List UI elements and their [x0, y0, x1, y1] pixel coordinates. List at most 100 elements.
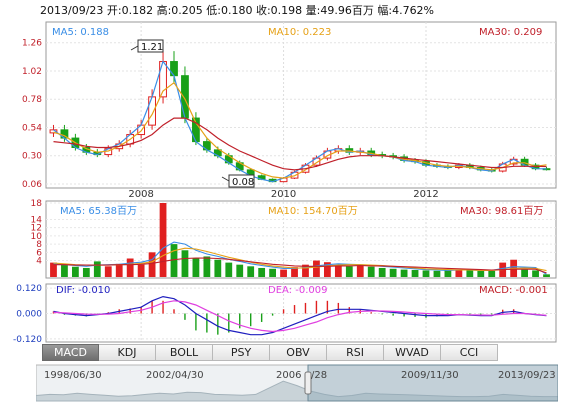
- volume-bar: [247, 266, 255, 277]
- navigator-overview-area: [36, 380, 558, 402]
- volume-y-tick: 6: [36, 248, 42, 258]
- year-tick: 2012: [413, 189, 438, 200]
- volume-y-tick: 8: [36, 240, 42, 250]
- volume-bar: [334, 265, 342, 277]
- macd-dea-line: [53, 300, 547, 333]
- volume-bar: [82, 267, 90, 277]
- volume-bar: [444, 270, 452, 277]
- tab-kdj[interactable]: KDJ: [99, 344, 156, 361]
- volume-bar: [302, 264, 309, 277]
- price-panel: [45, 21, 557, 189]
- volume-ma10-line: [53, 247, 547, 272]
- volume-bar: [137, 264, 145, 277]
- price-y-tick: 0.30: [22, 152, 42, 162]
- tab-wvad[interactable]: WVAD: [384, 344, 441, 361]
- year-tick: 2010: [271, 189, 296, 200]
- tab-cci[interactable]: CCI: [441, 344, 498, 361]
- volume-bar: [170, 244, 178, 277]
- macd-dif-label: DIF: -0.010: [56, 285, 110, 296]
- nav-date-5: 2009/11/30: [401, 370, 459, 381]
- low-callout-text: 0.08: [232, 177, 254, 188]
- macd-y-tick: 0.120: [16, 284, 42, 294]
- volume-bar: [236, 264, 244, 277]
- macd-value-label: MACD: -0.001: [479, 285, 548, 296]
- volume-bar: [126, 258, 134, 277]
- volume-bar: [433, 270, 441, 277]
- price-ma5-label: MA5: 0.188: [52, 27, 109, 38]
- navigator-left-handle[interactable]: [304, 371, 312, 395]
- volume-ma30-label: MA30: 98.61百万: [460, 205, 543, 217]
- volume-ma5-label: MA5: 65.38百万: [60, 205, 137, 217]
- tab-macd[interactable]: MACD: [42, 344, 99, 361]
- navigator-selection[interactable]: [307, 364, 558, 402]
- nav-date-6: 2013/09/23: [498, 370, 556, 381]
- volume-bar: [71, 266, 79, 277]
- volume-bar: [389, 268, 397, 277]
- candle: [181, 75, 189, 119]
- volume-bar: [378, 267, 386, 277]
- volume-bar: [280, 269, 287, 277]
- volume-bar: [488, 270, 496, 277]
- volume-bar: [203, 256, 211, 277]
- price-y-tick: 1.26: [22, 39, 42, 49]
- low-callout: 0.08: [221, 174, 255, 188]
- macd-y-tick: -0.120: [13, 335, 42, 343]
- volume-bar: [313, 260, 320, 277]
- stock-chart[interactable]: 1.26 1.02 0.78 0.54 0.30 0.06 2008 2010 2012 18 14…: [0, 0, 564, 343]
- quote-summary: 2013/09/23 开:0.182 高:0.205 低:0.180 收:0.1…: [0, 0, 564, 22]
- volume-bar: [115, 263, 123, 277]
- volume-bar: [400, 269, 408, 277]
- volume-bar: [214, 259, 222, 277]
- volume-bar: [225, 262, 233, 277]
- price-y-tick: 0.54: [22, 123, 42, 133]
- volume-ma10-label: MA10: 154.70百万: [268, 205, 358, 217]
- volume-bar: [159, 203, 167, 277]
- volume-bar: [61, 264, 68, 277]
- date-navigator[interactable]: 1998/06/30 2002/04/30 2006 /28 2009/11/3…: [36, 364, 558, 402]
- tab-rsi[interactable]: RSI: [327, 344, 384, 361]
- high-callout: 1.21: [130, 39, 164, 53]
- volume-bar: [422, 270, 430, 277]
- volume-bar: [93, 261, 101, 277]
- volume-y-tick: 12: [31, 224, 42, 234]
- volume-bar: [50, 262, 57, 277]
- volume-bar: [367, 266, 375, 277]
- volume-bar: [466, 270, 474, 277]
- nav-date-2: 2002/04/30: [146, 370, 204, 381]
- price-ma30-label: MA30: 0.209: [479, 27, 542, 38]
- tab-boll[interactable]: BOLL: [156, 344, 213, 361]
- volume-y-tick: 10: [31, 232, 43, 242]
- macd-y-tick: 0.000: [16, 310, 42, 320]
- price-y-tick: 1.02: [22, 67, 42, 77]
- volume-y-tick: 14: [31, 215, 43, 225]
- volume-bar: [543, 274, 550, 277]
- indicator-tabs: MACD KDJ BOLL PSY OBV RSI WVAD CCI: [42, 344, 556, 362]
- price-y-tick: 0.78: [22, 95, 42, 105]
- volume-bar: [258, 267, 266, 277]
- volume-bar: [181, 250, 189, 277]
- nav-date-4: /28: [311, 370, 327, 381]
- volume-y-tick: 18: [31, 199, 43, 209]
- nav-date-3: 2006: [276, 370, 301, 381]
- price-ma10-label: MA10: 0.223: [268, 27, 331, 38]
- tab-obv[interactable]: OBV: [270, 344, 327, 361]
- high-callout-text: 1.21: [141, 42, 163, 53]
- volume-bar: [532, 270, 539, 277]
- year-tick: 2008: [128, 189, 153, 200]
- price-ma10-line: [53, 81, 547, 179]
- volume-bar: [345, 266, 353, 277]
- volume-bar: [148, 252, 156, 277]
- volume-bar: [356, 264, 364, 277]
- volume-bar: [455, 269, 463, 277]
- price-ma30-line: [53, 117, 547, 171]
- volume-y-tick: 4: [36, 257, 42, 267]
- volume-ma30-line: [53, 257, 547, 274]
- volume-bar: [291, 267, 298, 277]
- volume-bar: [477, 270, 485, 277]
- volume-bar: [521, 269, 529, 277]
- tab-psy[interactable]: PSY: [213, 344, 270, 361]
- volume-bar: [104, 266, 112, 277]
- price-y-tick: 0.06: [22, 180, 42, 190]
- candle: [148, 96, 156, 126]
- macd-dea-label: DEA: -0.009: [268, 285, 327, 296]
